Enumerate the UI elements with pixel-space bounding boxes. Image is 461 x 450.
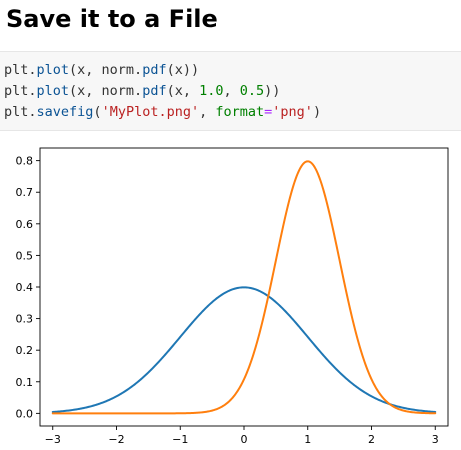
y-tick-label: 0.1 [16, 376, 34, 389]
y-tick-label: 0.0 [16, 407, 34, 420]
series-line-2 [51, 160, 437, 415]
code-cell[interactable]: plt.plot(x, norm.pdf(x)) plt.plot(x, nor… [0, 51, 461, 131]
x-tick-label: 1 [304, 433, 311, 446]
y-tick-label: 0.3 [16, 313, 34, 326]
y-tick-label: 0.6 [16, 218, 34, 231]
x-axis: −3 −2 −1 0 1 2 3 [45, 426, 439, 446]
y-tick-label: 0.5 [16, 249, 34, 262]
x-tick-label: −1 [172, 433, 188, 446]
x-tick-label: 0 [241, 433, 248, 446]
x-tick-label: −2 [108, 433, 124, 446]
series-line-1 [51, 286, 437, 413]
y-axis: 0.0 0.1 0.2 0.3 0.4 0.5 0.6 0.7 0.8 [16, 155, 40, 420]
series-group [51, 160, 437, 415]
section-heading: Save it to a File [6, 5, 218, 33]
y-tick-label: 0.8 [16, 155, 34, 168]
y-tick-label: 0.7 [16, 186, 34, 199]
y-tick-label: 0.4 [16, 281, 34, 294]
x-tick-label: 3 [432, 433, 439, 446]
code-line-1: plt.plot(x, norm.pdf(x)) [4, 62, 200, 78]
code-line-2: plt.plot(x, norm.pdf(x, 1.0, 0.5)) [4, 83, 281, 99]
x-tick-label: 2 [368, 433, 375, 446]
code-line-3: plt.savefig('MyPlot.png', format='png') [4, 104, 322, 120]
pdf-line-chart: −3 −2 −1 0 1 2 3 0.0 0.1 0.2 0.3 0.4 0.5 0.6 0.7 0.8 [16, 147, 449, 446]
y-tick-label: 0.2 [16, 344, 34, 357]
x-tick-label: −3 [45, 433, 61, 446]
